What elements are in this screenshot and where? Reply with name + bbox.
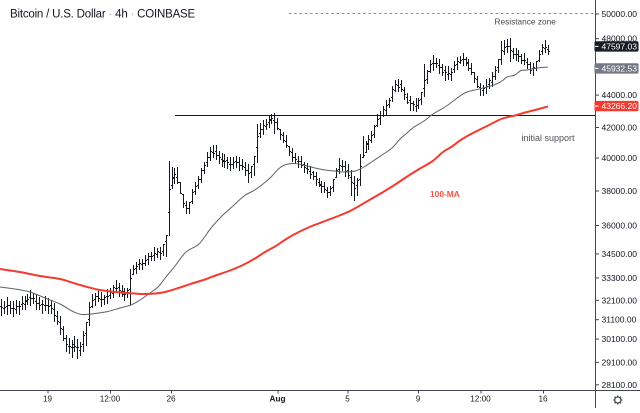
svg-text:28100.00: 28100.00: [602, 380, 638, 390]
svg-text:30100.00: 30100.00: [602, 334, 638, 344]
svg-text:26: 26: [166, 394, 176, 403]
svg-text:33300.00: 33300.00: [602, 273, 638, 283]
svg-text:100-MA: 100-MA: [430, 189, 460, 199]
svg-text:50000.00: 50000.00: [602, 9, 638, 19]
svg-text:9: 9: [416, 394, 421, 403]
svg-text:29100.00: 29100.00: [602, 357, 638, 367]
svg-text:31100.00: 31100.00: [602, 315, 637, 325]
svg-text:12:00: 12:00: [100, 394, 121, 403]
svg-text:48000.00: 48000.00: [602, 34, 638, 44]
svg-text:42000.00: 42000.00: [602, 123, 638, 133]
svg-text:45932.53: 45932.53: [602, 64, 638, 74]
svg-text:19: 19: [43, 394, 53, 403]
svg-text:5: 5: [345, 394, 350, 403]
svg-text:Resistance zone: Resistance zone: [495, 17, 557, 27]
svg-text:16: 16: [538, 394, 548, 403]
svg-text:47597.03: 47597.03: [602, 42, 638, 52]
svg-text:Bitcoin / U.S. Dollar · 4h · C: Bitcoin / U.S. Dollar · 4h · COINBASE: [10, 9, 196, 21]
svg-text:12:00: 12:00: [470, 394, 491, 403]
svg-text:initial support: initial support: [522, 133, 576, 143]
svg-text:36000.00: 36000.00: [602, 221, 638, 231]
svg-text:43266.20: 43266.20: [602, 101, 638, 111]
svg-text:34500.00: 34500.00: [602, 249, 638, 259]
svg-text:40000.00: 40000.00: [602, 153, 638, 163]
svg-text:Aug: Aug: [270, 394, 286, 403]
svg-text:38000.00: 38000.00: [602, 186, 638, 196]
svg-text:44000.00: 44000.00: [602, 90, 638, 100]
svg-text:32100.00: 32100.00: [602, 295, 638, 305]
